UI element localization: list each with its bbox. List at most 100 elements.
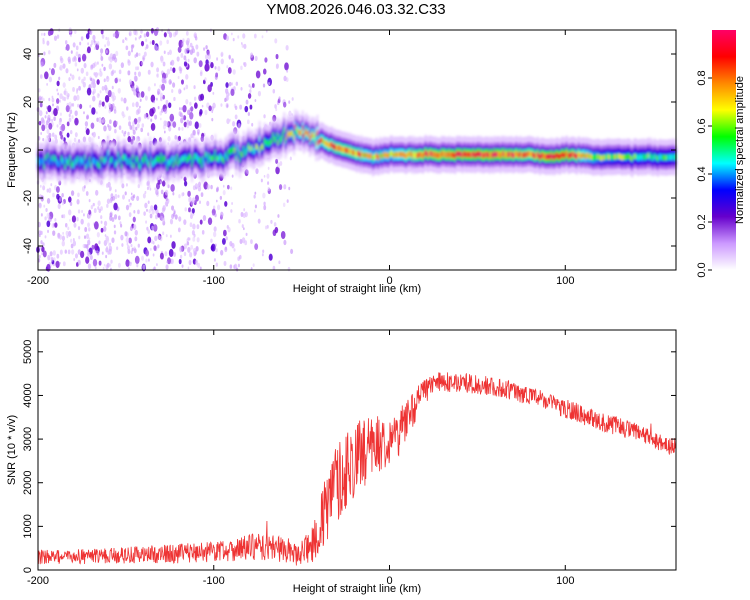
spectrogram-ridge-cell xyxy=(74,157,76,164)
spectrogram-ridge-cell xyxy=(383,151,385,158)
spectrogram-ridge-cell xyxy=(427,152,430,158)
spectrogram-ridge-cell xyxy=(124,154,127,161)
spectrogram-ridge-cell xyxy=(86,158,89,165)
spectrogram-noise-cell xyxy=(100,220,103,224)
spectrogram-noise-cell xyxy=(233,263,238,270)
spectrogram-noise-cell xyxy=(68,196,72,203)
spectrogram-ridge-cell xyxy=(615,154,618,160)
spectrogram-noise-cell xyxy=(272,265,276,271)
spectrogram-noise-cell xyxy=(163,130,166,134)
spectrogram-noise-cell xyxy=(204,54,208,60)
spectrogram-noise-cell xyxy=(161,29,163,33)
spectrogram-ridge-cell xyxy=(69,155,71,161)
spectrogram-noise-cell xyxy=(61,192,64,198)
spectrogram-noise-cell xyxy=(286,69,289,73)
spectrogram-ridge-cell xyxy=(71,160,74,167)
spectrogram-noise-cell xyxy=(159,92,164,99)
spectrogram-ridge-cell xyxy=(405,153,407,160)
spectrogram-noise-cell xyxy=(267,186,270,192)
spectrogram-ridge-cell xyxy=(426,150,428,157)
spectrogram-noise-cell xyxy=(137,116,141,123)
spectrogram-noise-cell xyxy=(198,123,202,128)
spectrogram-ridge-cell xyxy=(130,161,133,168)
spectrogram-noise-cell xyxy=(133,29,137,36)
spectrogram-noise-cell xyxy=(261,35,264,39)
spectrogram-noise-cell xyxy=(282,202,286,207)
spectrogram-ridge-cell xyxy=(172,161,175,168)
spectrogram-noise-cell xyxy=(109,119,112,125)
spectrogram-noise-cell xyxy=(88,227,91,232)
spectrogram-noise-cell xyxy=(143,211,146,216)
spectrogram-noise-cell xyxy=(183,243,188,250)
spectrogram-noise-cell xyxy=(145,44,149,49)
spectrogram-noise-cell xyxy=(113,33,116,37)
spectrogram-noise-cell xyxy=(41,124,46,132)
spectrogram-ridge-cell xyxy=(655,154,657,161)
spectrogram-ridge-cell xyxy=(347,147,350,154)
spectrogram-noise-cell xyxy=(133,248,137,254)
spectrogram-ridge-cell xyxy=(399,151,401,157)
spectrogram-ridge-cell xyxy=(223,158,225,164)
spectrogram-noise-cell xyxy=(55,186,60,193)
spectrogram-noise-cell xyxy=(101,101,105,107)
spectrogram-noise-cell xyxy=(244,211,248,218)
spectrogram-noise-cell xyxy=(54,222,58,228)
spectrogram-noise-cell xyxy=(142,58,145,62)
spectrogram-ridge-cell xyxy=(112,156,115,163)
spectrogram-noise-cell xyxy=(67,249,71,255)
spectrogram-ridge-cell xyxy=(81,158,84,165)
spectrogram-ridge-cell xyxy=(492,153,495,159)
spectrogram-ridge-cell xyxy=(531,151,534,158)
spectrogram-ridge-cell xyxy=(488,153,491,160)
spectrogram-noise-cell xyxy=(252,263,255,268)
spectrogram-ridge-cell xyxy=(362,152,364,159)
spectrogram-ridge-cell xyxy=(343,146,346,153)
spectrogram-ridge-cell xyxy=(114,162,117,168)
spectrogram-noise-cell xyxy=(103,263,106,267)
spectrogram-noise-cell xyxy=(127,266,130,271)
spectrogram-noise-cell xyxy=(98,116,102,123)
spectrogram-noise-cell xyxy=(184,48,188,55)
spectrogram-ridge-cell xyxy=(105,156,107,163)
spectrogram-noise-cell xyxy=(105,254,108,259)
spectrogram-noise-cell xyxy=(115,50,119,57)
spectrogram-noise-cell xyxy=(224,97,227,103)
spectrogram-noise-cell xyxy=(160,57,164,63)
spectrogram-noise-cell xyxy=(249,104,253,110)
spectrogram-noise-cell xyxy=(118,31,120,35)
spectrogram-noise-cell xyxy=(160,117,162,121)
spectrogram-noise-cell xyxy=(77,259,82,266)
spectrogram-noise-cell xyxy=(143,51,147,57)
spectrogram-ridge-cell xyxy=(233,144,235,151)
spectrogram-noise-cell xyxy=(173,252,176,257)
spectrogram-ridge-cell xyxy=(486,152,489,158)
spectrogram-ridge-cell xyxy=(573,152,576,158)
spectrogram-noise-cell xyxy=(44,216,47,221)
spectrogram-noise-cell xyxy=(48,50,51,55)
spectrogram-noise-cell xyxy=(166,39,169,45)
spectrogram-ridge-cell xyxy=(368,153,370,160)
spectrogram-noise-cell xyxy=(185,84,189,90)
spectrogram-noise-cell xyxy=(178,111,182,117)
spectrogram-ridge-cell xyxy=(253,147,256,154)
spectrogram-ridge-cell xyxy=(610,154,613,161)
spectrogram-ridge-cell xyxy=(178,157,181,164)
spectrogram-ridge-cell xyxy=(279,138,282,144)
spectrogram-noise-cell xyxy=(254,204,257,209)
spectrogram-ridge-cell xyxy=(470,151,473,158)
spectrogram-noise-cell xyxy=(81,53,87,62)
spectrogram-y-tick-label: -40 xyxy=(22,238,34,254)
spectrogram-noise-cell xyxy=(46,188,49,193)
spectrogram-noise-cell xyxy=(41,251,44,256)
spectrogram-noise-cell xyxy=(41,32,43,36)
spectrogram-ridge-cell xyxy=(421,152,423,158)
spectrogram-noise-cell xyxy=(85,33,90,40)
spectrogram-noise-cell xyxy=(239,238,243,245)
spectrogram-ridge-cell xyxy=(431,151,433,157)
spectrogram-noise-cell xyxy=(250,239,253,244)
spectrogram-ridge-cell xyxy=(208,152,211,159)
spectrogram-noise-cell xyxy=(92,258,98,267)
spectrogram-ridge-cell xyxy=(236,144,239,151)
spectrogram-ridge-cell xyxy=(643,154,646,161)
spectrogram-noise-cell xyxy=(80,218,84,225)
